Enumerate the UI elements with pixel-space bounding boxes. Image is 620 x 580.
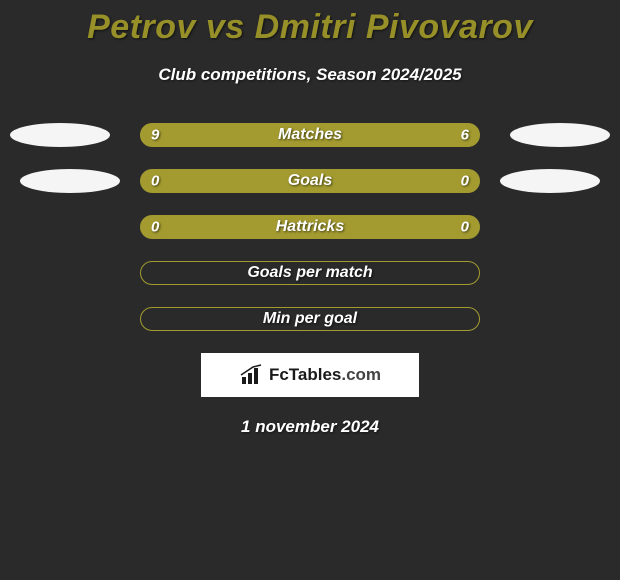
stat-value-right: 6 (461, 127, 469, 144)
player-left-marker (10, 123, 110, 147)
brand-text-bold: FcTables (269, 365, 341, 384)
stat-bar-matches: 9 Matches 6 (140, 123, 480, 147)
stat-label: Hattricks (276, 218, 344, 236)
stat-label: Matches (278, 126, 342, 144)
stat-bar-goals: 0 Goals 0 (140, 169, 480, 193)
brand-text-rest: .com (341, 365, 381, 384)
stat-value-right: 0 (461, 219, 469, 236)
branding-box: FcTables.com (201, 353, 419, 397)
stat-row: Goals per match (0, 261, 620, 285)
stat-value-left: 0 (151, 173, 159, 190)
page-subtitle: Club competitions, Season 2024/2025 (0, 65, 620, 85)
stat-value-right: 0 (461, 173, 469, 190)
brand-text: FcTables.com (269, 365, 381, 385)
stat-row: Min per goal (0, 307, 620, 331)
stat-bar-min-per-goal: Min per goal (140, 307, 480, 331)
comparison-rows: 9 Matches 6 0 Goals 0 0 Hattricks 0 Goal… (0, 123, 620, 331)
player-right-marker (500, 169, 600, 193)
stat-bar-hattricks: 0 Hattricks 0 (140, 215, 480, 239)
player-right-marker (510, 123, 610, 147)
stat-row: 0 Hattricks 0 (0, 215, 620, 239)
stat-row: 0 Goals 0 (0, 169, 620, 193)
player-left-marker (20, 169, 120, 193)
bar-chart-icon (239, 363, 263, 387)
stat-row: 9 Matches 6 (0, 123, 620, 147)
stat-value-left: 9 (151, 127, 159, 144)
stat-bar-goals-per-match: Goals per match (140, 261, 480, 285)
stat-label: Goals (288, 172, 332, 190)
stat-value-left: 0 (151, 219, 159, 236)
stat-label: Min per goal (263, 310, 357, 328)
page-title: Petrov vs Dmitri Pivovarov (0, 0, 620, 47)
page-date: 1 november 2024 (0, 417, 620, 437)
stat-label: Goals per match (247, 264, 372, 282)
